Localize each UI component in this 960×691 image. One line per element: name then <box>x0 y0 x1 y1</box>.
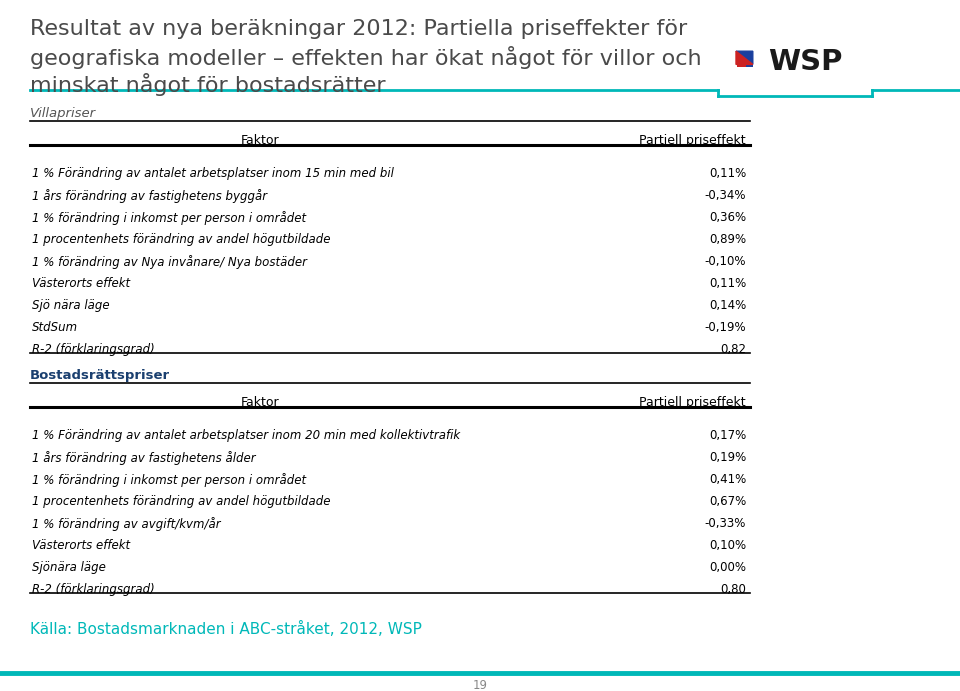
Text: -0,19%: -0,19% <box>705 321 746 334</box>
Text: 0,11%: 0,11% <box>708 277 746 290</box>
Text: 1 års förändring av fastighetens byggår: 1 års förändring av fastighetens byggår <box>32 189 267 203</box>
Text: 0,14%: 0,14% <box>708 299 746 312</box>
Text: 0,80: 0,80 <box>720 583 746 596</box>
Text: Faktor: Faktor <box>241 134 279 147</box>
Text: Faktor: Faktor <box>241 396 279 409</box>
Text: 0,17%: 0,17% <box>708 429 746 442</box>
Text: Västerorts effekt: Västerorts effekt <box>32 539 131 552</box>
Text: StdSum: StdSum <box>32 321 78 334</box>
Text: 1 % förändring av Nya invånare/ Nya bostäder: 1 % förändring av Nya invånare/ Nya bost… <box>32 255 307 269</box>
Text: 19: 19 <box>472 679 488 691</box>
Text: Partiell priseffekt: Partiell priseffekt <box>639 134 746 147</box>
Text: 0,89%: 0,89% <box>708 233 746 246</box>
Text: Villapriser: Villapriser <box>30 107 96 120</box>
Text: 1 års förändring av fastighetens ålder: 1 års förändring av fastighetens ålder <box>32 451 255 465</box>
Text: 1 % förändring i inkomst per person i området: 1 % förändring i inkomst per person i om… <box>32 473 306 487</box>
Text: -0,33%: -0,33% <box>705 517 746 530</box>
Text: 0,10%: 0,10% <box>708 539 746 552</box>
Text: minskat något för bostadsrätter: minskat något för bostadsrätter <box>30 73 386 96</box>
Text: 1 procentenhets förändring av andel högutbildade: 1 procentenhets förändring av andel högu… <box>32 495 330 508</box>
Text: 0,11%: 0,11% <box>708 167 746 180</box>
Text: WSP: WSP <box>768 48 843 76</box>
Text: -0,34%: -0,34% <box>705 189 746 202</box>
Text: 0,19%: 0,19% <box>708 451 746 464</box>
Text: 0,36%: 0,36% <box>708 211 746 224</box>
Text: Bostadsrättspriser: Bostadsrättspriser <box>30 369 170 382</box>
Text: 0,67%: 0,67% <box>708 495 746 508</box>
Text: Sjö nära läge: Sjö nära läge <box>32 299 109 312</box>
Text: 1 % Förändring av antalet arbetsplatser inom 20 min med kollektivtrafik: 1 % Förändring av antalet arbetsplatser … <box>32 429 460 442</box>
Bar <box>737 59 746 67</box>
Text: Resultat av nya beräkningar 2012: Partiella priseffekter för: Resultat av nya beräkningar 2012: Partie… <box>30 19 687 39</box>
Text: -0,10%: -0,10% <box>705 255 746 268</box>
Polygon shape <box>736 51 753 64</box>
Text: geografiska modeller – effekten har ökat något för villor och: geografiska modeller – effekten har ökat… <box>30 46 702 69</box>
Text: 1 % förändring av avgift/kvm/år: 1 % förändring av avgift/kvm/år <box>32 517 221 531</box>
Text: 1 % förändring i inkomst per person i området: 1 % förändring i inkomst per person i om… <box>32 211 306 225</box>
Text: 0,41%: 0,41% <box>708 473 746 486</box>
Text: Västerorts effekt: Västerorts effekt <box>32 277 131 290</box>
Text: 1 % Förändring av antalet arbetsplatser inom 15 min med bil: 1 % Förändring av antalet arbetsplatser … <box>32 167 394 180</box>
Text: R-2 (förklaringsgrad): R-2 (förklaringsgrad) <box>32 583 155 596</box>
Text: 0,82: 0,82 <box>720 343 746 356</box>
Text: Partiell priseffekt: Partiell priseffekt <box>639 396 746 409</box>
Text: Sjönära läge: Sjönära läge <box>32 561 106 574</box>
Bar <box>744 59 753 67</box>
Text: R-2 (förklaringsgrad): R-2 (förklaringsgrad) <box>32 343 155 356</box>
Text: Källa: Bostadsmarknaden i ABC-stråket, 2012, WSP: Källa: Bostadsmarknaden i ABC-stråket, 2… <box>30 621 421 637</box>
Text: 0,00%: 0,00% <box>709 561 746 574</box>
Text: 1 procentenhets förändring av andel högutbildade: 1 procentenhets förändring av andel högu… <box>32 233 330 246</box>
Polygon shape <box>736 51 753 64</box>
Bar <box>734 48 762 76</box>
